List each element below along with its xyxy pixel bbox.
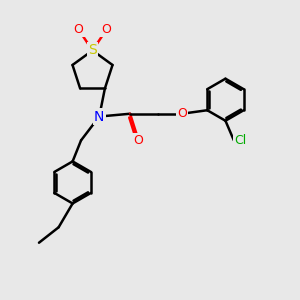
Text: Cl: Cl [234,134,246,147]
Text: O: O [74,23,83,36]
Text: N: N [94,110,104,124]
Text: O: O [134,134,143,147]
Text: O: O [177,107,187,120]
Text: S: S [88,44,97,57]
Text: O: O [102,23,112,36]
